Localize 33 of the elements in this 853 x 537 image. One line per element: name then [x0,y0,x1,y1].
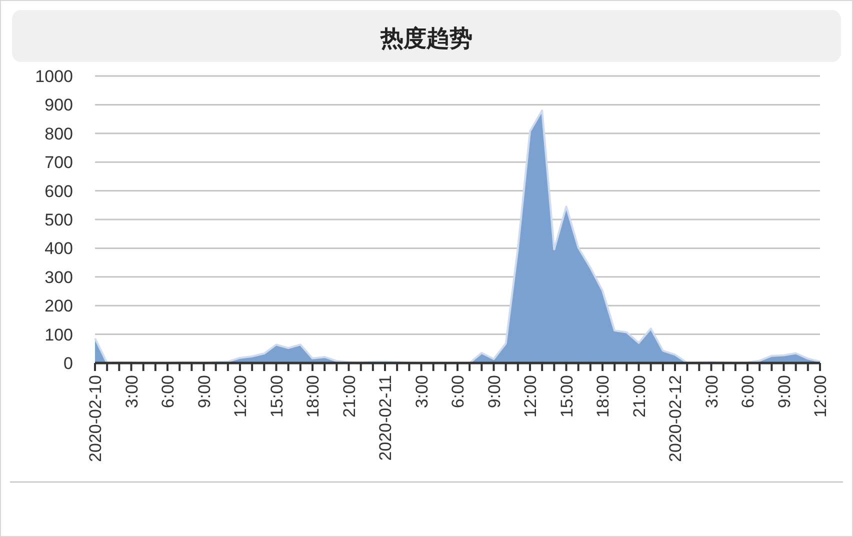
x-tick-label: 12:00 [811,375,830,418]
x-tick-label: 2020-02-10 [86,375,105,462]
y-tick-label: 900 [44,96,73,115]
x-tick-label: 21:00 [630,375,649,418]
y-tick-label: 100 [44,325,73,344]
x-tick-label: 6:00 [448,375,468,408]
x-tick-label: 6:00 [158,375,178,408]
y-tick-label: 500 [44,210,73,230]
x-tick-label: 15:00 [557,375,576,418]
x-tick-label: 2020-02-11 [376,375,395,461]
y-tick-label: 200 [44,296,73,316]
x-tick-label: 18:00 [304,375,322,418]
x-tick-label: 3:00 [412,375,432,408]
x-tick-label: 18:00 [594,375,612,418]
y-tick-label: 1000 [35,67,73,86]
y-tick-label: 800 [44,124,73,144]
chart-title: 热度趋势 [380,25,472,51]
x-tick-label: 21:00 [340,375,359,418]
y-tick-label: 0 [64,354,73,373]
x-tick-label: 6:00 [738,375,758,408]
x-tick-label: 15:00 [267,375,286,418]
y-tick-label: 700 [44,153,73,172]
x-tick-label: 3:00 [702,375,722,408]
x-tick-label: 12:00 [521,375,540,418]
x-tick-label: 2020-02-12 [666,375,685,462]
x-tick-label: 9:00 [484,375,504,408]
x-tick-label: 3:00 [122,375,142,408]
x-tick-label: 12:00 [231,375,250,418]
x-tick-label: 9:00 [774,375,794,408]
x-tick-label: 9:00 [194,375,214,408]
y-tick-label: 400 [44,239,73,258]
y-tick-label: 600 [44,182,73,201]
y-tick-label: 300 [44,268,73,287]
